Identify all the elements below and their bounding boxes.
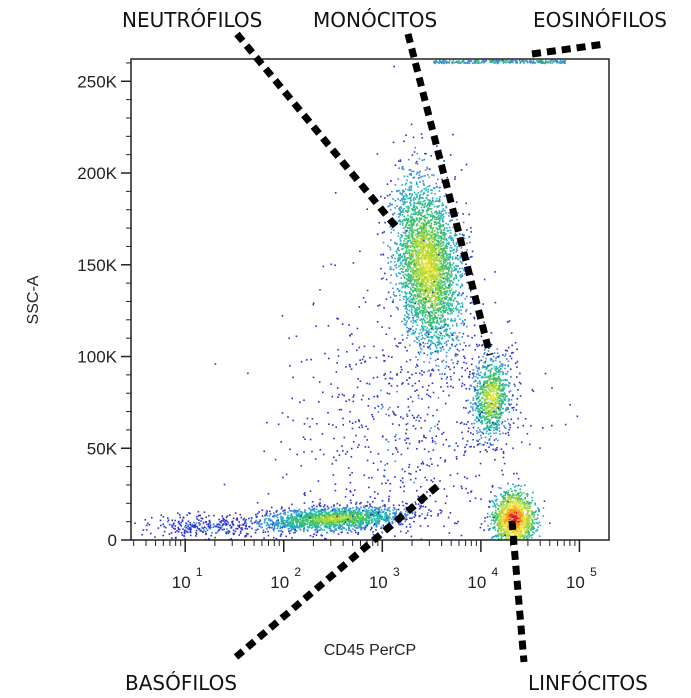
plot-frame [130, 58, 610, 541]
x-tick-exponent: 5 [590, 565, 597, 579]
y-axis-title: SSC-A [25, 275, 42, 324]
label-linfocitos: LINFÓCITOS [528, 671, 648, 695]
linfocitos-leader [508, 520, 528, 663]
x-axis-title: CD45 PerCP [324, 642, 416, 659]
label-monocitos: MONÓCITOS [313, 8, 437, 32]
x-tick-label: 10 [369, 573, 388, 592]
neutrofilos-leader [234, 31, 400, 231]
y-tick-label: 250K [77, 72, 117, 91]
y-axis: 0 50K 100K 150K 200K 250K [77, 62, 131, 550]
monocitos-leader [404, 33, 494, 356]
x-tick-exponent: 4 [492, 565, 499, 579]
x-tick-label: 10 [270, 573, 289, 592]
x-tick-exponent: 2 [294, 565, 301, 579]
x-tick-label: 10 [467, 573, 486, 592]
y-tick-label: 0 [108, 531, 117, 550]
x-tick-exponent: 3 [393, 565, 400, 579]
y-tick-label: 50K [87, 439, 118, 458]
x-tick-label: 10 [566, 573, 585, 592]
y-tick-label: 100K [77, 348, 117, 367]
x-tick-label: 10 [172, 573, 191, 592]
y-tick-label: 200K [77, 164, 117, 183]
x-tick-exponent: 1 [196, 565, 203, 579]
label-basofilos: BASÓFILOS [125, 671, 237, 695]
x-axis: 10 1 10 2 10 3 10 4 10 5 [133, 540, 597, 592]
label-eosinofilos: EOSINÓFILOS [533, 8, 667, 32]
y-tick-label: 150K [77, 256, 117, 275]
eosinofilos-leader [531, 40, 606, 58]
population-callouts: NEUTRÓFILOS MONÓCITOS EOSINÓFILOS BASÓFI… [122, 8, 667, 695]
event-dots [134, 59, 579, 541]
label-neutrofilos: NEUTRÓFILOS [122, 8, 262, 32]
